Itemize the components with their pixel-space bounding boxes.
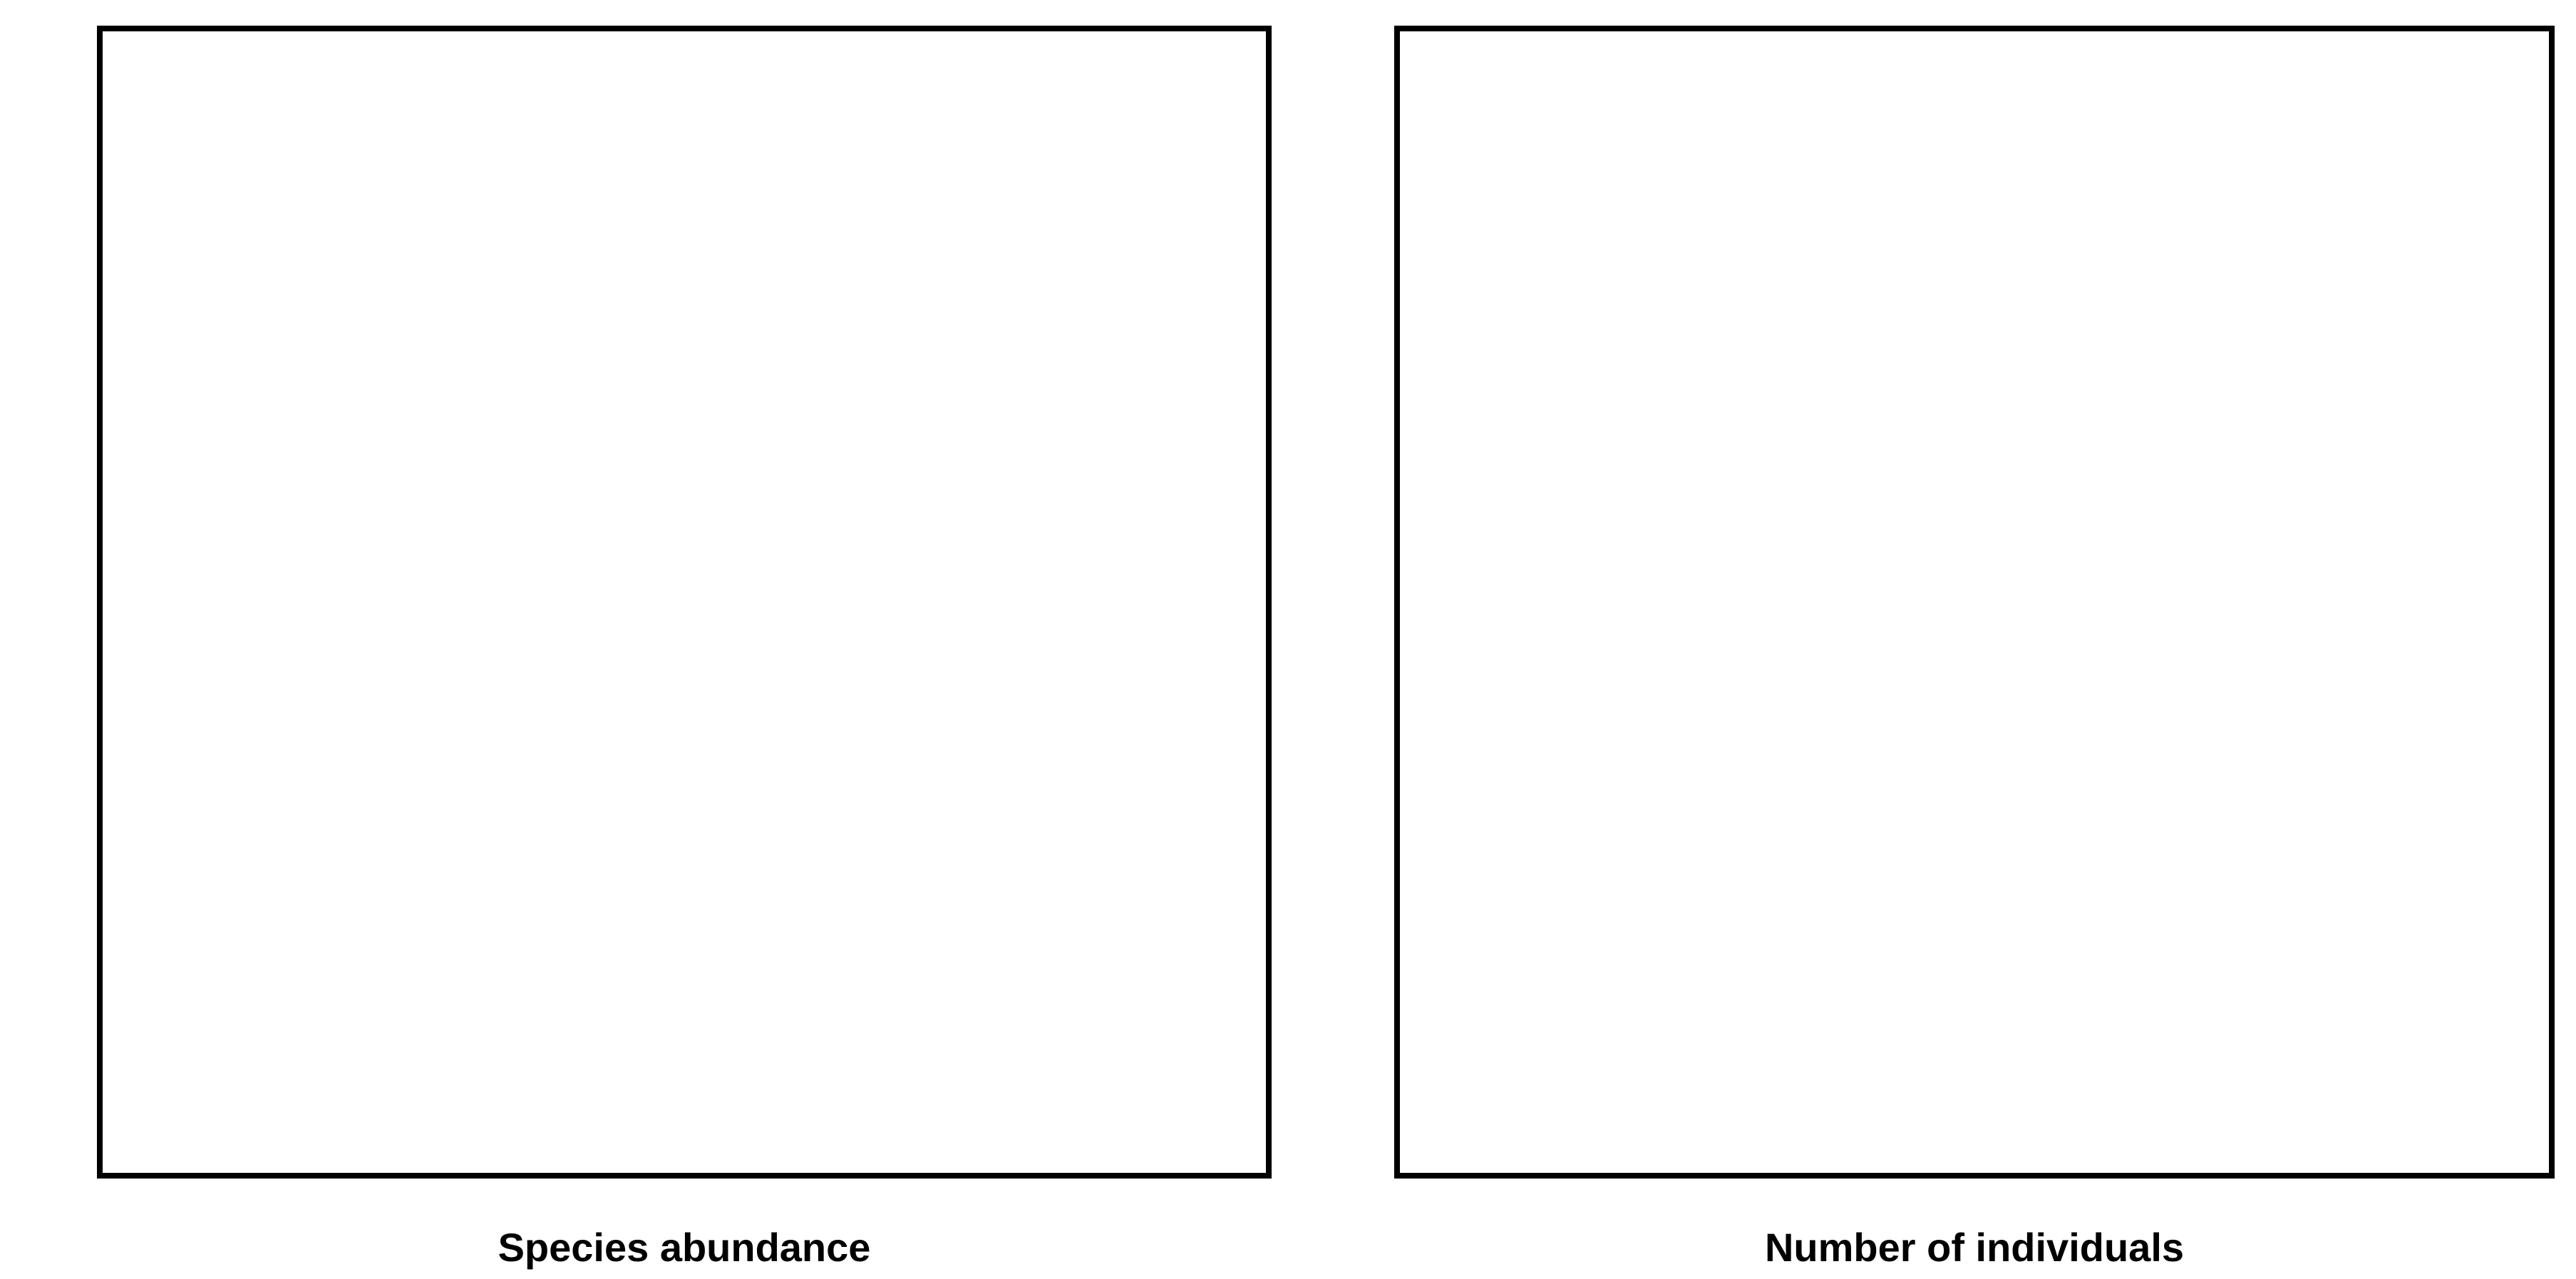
- panel-a: Species abundance: [97, 26, 1272, 1270]
- panel-b: Number of individuals: [1394, 26, 2555, 1270]
- plot-frame-a: [97, 26, 1272, 1179]
- x-axis-label-a: Species abundance: [498, 1225, 871, 1270]
- x-axis-label-b: Number of individuals: [1765, 1225, 2184, 1270]
- plot-frame-b: [1394, 26, 2555, 1179]
